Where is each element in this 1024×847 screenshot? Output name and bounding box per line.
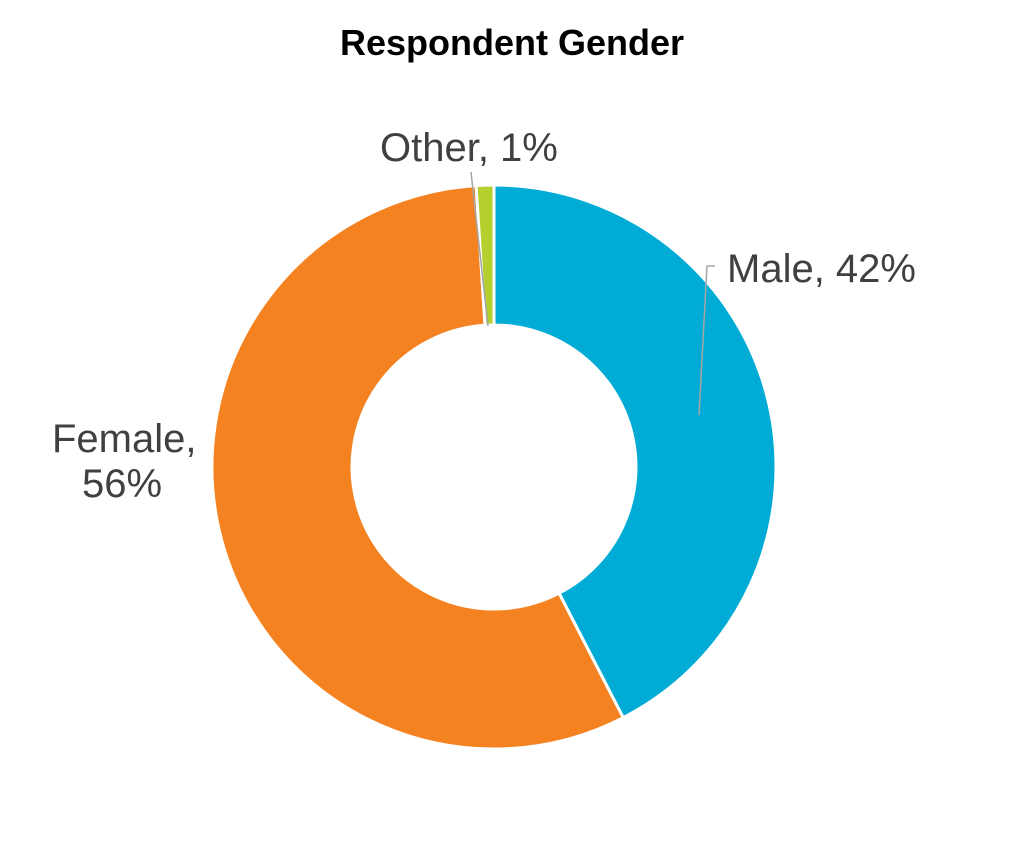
data-label-female-name: Female, — [52, 417, 197, 461]
data-label-female-value: 56% — [82, 462, 162, 506]
donut-slices — [210, 183, 778, 751]
slice-male — [492, 183, 778, 720]
data-label-male: Male, 42% — [727, 247, 916, 291]
leader-line-other — [470, 171, 489, 327]
leader-line-male — [698, 265, 715, 416]
leader-lines — [470, 171, 715, 416]
slice-female — [210, 183, 626, 751]
data-label-other: Other, 1% — [380, 126, 558, 170]
chart-title: Respondent Gender — [339, 22, 685, 63]
data-labels: Male, 42% Female, 56% Other, 1% — [52, 126, 916, 506]
slice-other — [474, 183, 496, 327]
